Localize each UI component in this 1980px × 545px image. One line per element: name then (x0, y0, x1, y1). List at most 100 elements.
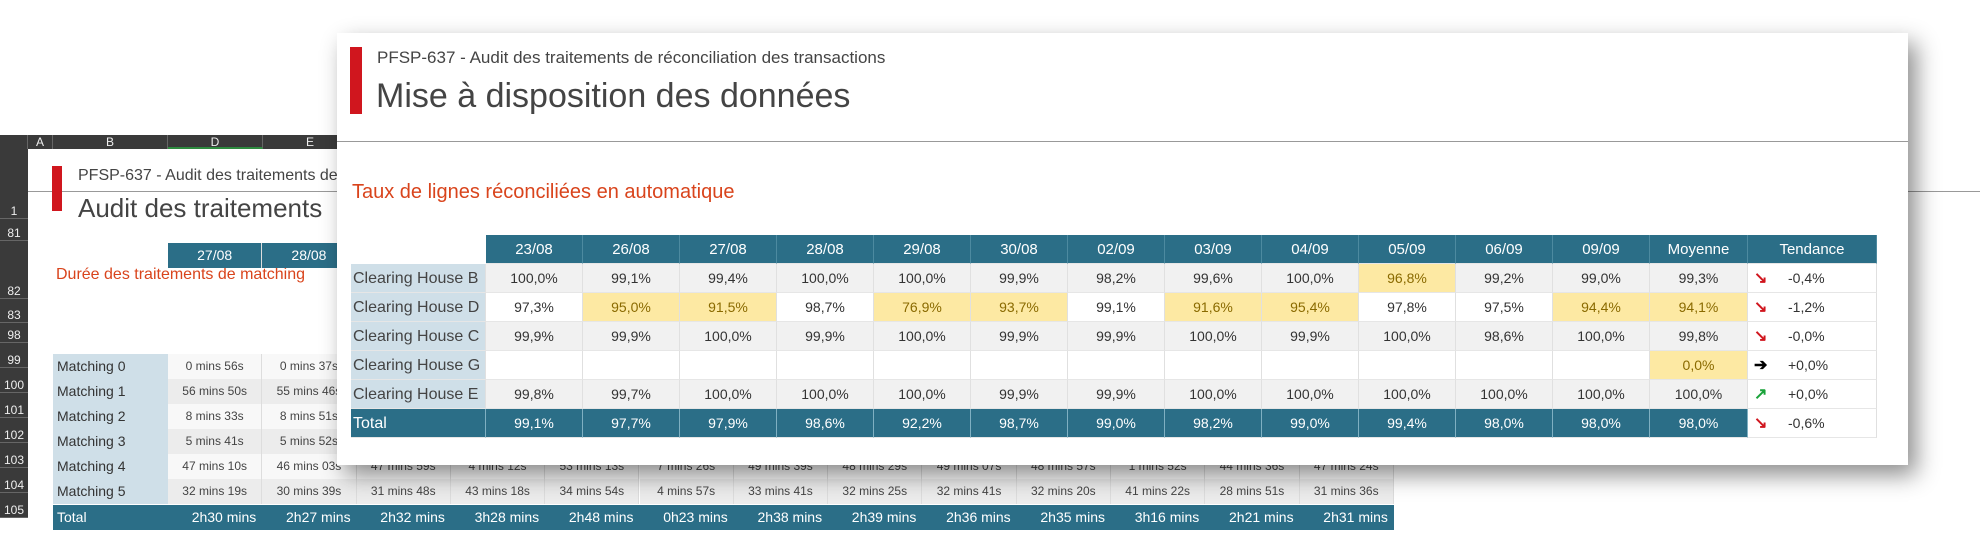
row-header[interactable]: 99 (0, 343, 28, 368)
rate-cell[interactable]: 100,0% (874, 264, 971, 293)
row-header[interactable]: 81 (0, 219, 28, 241)
rate-cell[interactable]: 94,1% (1650, 293, 1748, 322)
column-header[interactable]: Moyenne (1650, 235, 1748, 264)
rate-cell[interactable]: 93,7% (971, 293, 1068, 322)
rate-cell[interactable]: 99,8% (486, 380, 583, 409)
column-header[interactable]: Tendance (1748, 235, 1877, 264)
rate-cell[interactable]: 100,0% (1359, 380, 1456, 409)
total-cell[interactable]: 2h38 mins (733, 505, 829, 530)
rate-cell[interactable]: 100,0% (1165, 380, 1262, 409)
row-header[interactable]: 101 (0, 393, 28, 418)
rate-cell[interactable]: 100,0% (486, 264, 583, 293)
rate-cell[interactable]: 97,3% (486, 293, 583, 322)
row-header[interactable]: 82 (0, 241, 28, 299)
rate-cell[interactable] (1359, 351, 1456, 380)
total-rate-cell[interactable]: 98,2% (1165, 409, 1262, 438)
total-rate-cell[interactable]: 99,1% (486, 409, 583, 438)
rate-cell[interactable]: 99,1% (583, 264, 680, 293)
column-header[interactable]: 06/09 (1456, 235, 1553, 264)
rate-cell[interactable] (680, 351, 777, 380)
column-header[interactable]: 02/09 (1068, 235, 1165, 264)
rate-cell[interactable] (1068, 351, 1165, 380)
column-header-d[interactable]: D (168, 135, 263, 149)
rate-cell[interactable]: 99,4% (680, 264, 777, 293)
total-cell[interactable]: 2h48 mins (545, 505, 640, 530)
duration-cell[interactable]: 31 mins 48s (356, 479, 451, 504)
row-header[interactable]: 102 (0, 418, 28, 443)
column-header[interactable]: 29/08 (874, 235, 971, 264)
rate-cell[interactable]: 91,6% (1165, 293, 1262, 322)
total-rate-cell[interactable]: 98,0% (1553, 409, 1650, 438)
rate-cell[interactable]: 100,0% (1262, 380, 1359, 409)
total-rate-cell[interactable]: 92,2% (874, 409, 971, 438)
rate-cell[interactable]: 97,5% (1456, 293, 1553, 322)
duration-cell[interactable]: 30 mins 39s (262, 479, 357, 504)
rate-cell[interactable]: 99,9% (971, 264, 1068, 293)
row-header[interactable]: 103 (0, 443, 28, 468)
duration-cell[interactable]: 28 mins 51s (1205, 479, 1300, 504)
duration-cell[interactable]: 32 mins 41s (922, 479, 1017, 504)
duration-cell[interactable]: 33 mins 41s (733, 479, 829, 504)
rate-cell[interactable]: 100,0% (680, 322, 777, 351)
duration-cell[interactable]: 0 mins 56s (168, 354, 263, 379)
duration-cell[interactable]: 4 mins 57s (639, 479, 734, 504)
duration-cell[interactable]: 32 mins 19s (168, 479, 263, 504)
rate-cell[interactable]: 99,7% (583, 380, 680, 409)
rate-cell[interactable]: 99,3% (1650, 264, 1748, 293)
rate-cell[interactable]: 95,4% (1262, 293, 1359, 322)
rate-cell[interactable]: 100,0% (777, 380, 874, 409)
duration-cell[interactable]: 32 mins 20s (1016, 479, 1111, 504)
duration-cell[interactable]: 31 mins 36s (1299, 479, 1394, 504)
total-rate-cell[interactable]: 98,0% (1456, 409, 1553, 438)
total-rate-cell[interactable]: 97,7% (583, 409, 680, 438)
duration-cell[interactable]: 0 mins 37s (262, 354, 357, 379)
total-rate-cell[interactable]: 98,6% (777, 409, 874, 438)
row-header[interactable]: 83 (0, 299, 28, 323)
rate-cell[interactable]: 99,9% (1068, 322, 1165, 351)
rate-cell[interactable]: 99,9% (971, 380, 1068, 409)
row-header[interactable]: 100 (0, 368, 28, 393)
rate-cell[interactable]: 100,0% (1553, 322, 1650, 351)
rate-cell[interactable]: 100,0% (1359, 322, 1456, 351)
duration-cell[interactable]: 56 mins 50s (168, 379, 263, 404)
duration-cell[interactable]: 34 mins 54s (545, 479, 640, 504)
rate-cell[interactable]: 100,0% (1553, 380, 1650, 409)
total-cell[interactable]: 3h28 mins (450, 505, 546, 530)
column-header[interactable]: 03/09 (1165, 235, 1262, 264)
row-header[interactable]: 104 (0, 468, 28, 493)
rate-cell[interactable]: 99,1% (1068, 293, 1165, 322)
column-header[interactable]: 28/08 (777, 235, 874, 264)
rate-cell[interactable] (583, 351, 680, 380)
total-rate-cell[interactable]: 98,0% (1650, 409, 1748, 438)
column-header[interactable]: 05/09 (1359, 235, 1456, 264)
row-header[interactable]: 1 (0, 149, 28, 219)
rate-cell[interactable] (874, 351, 971, 380)
rate-cell[interactable]: 95,0% (583, 293, 680, 322)
rate-cell[interactable]: 97,8% (1359, 293, 1456, 322)
duration-cell[interactable]: 8 mins 33s (168, 404, 263, 429)
duration-cell[interactable]: 32 mins 25s (828, 479, 923, 504)
rate-cell[interactable] (1456, 351, 1553, 380)
rate-cell[interactable]: 100,0% (1165, 322, 1262, 351)
row-header[interactable]: 98 (0, 323, 28, 343)
rate-cell[interactable]: 100,0% (777, 264, 874, 293)
rate-cell[interactable]: 99,9% (1068, 380, 1165, 409)
rate-cell[interactable]: 76,9% (874, 293, 971, 322)
column-header-a[interactable]: A (28, 135, 53, 149)
rate-cell[interactable]: 98,2% (1068, 264, 1165, 293)
rate-cell[interactable]: 100,0% (1650, 380, 1748, 409)
rate-cell[interactable] (486, 351, 583, 380)
rate-cell[interactable]: 99,2% (1456, 264, 1553, 293)
rate-cell[interactable] (777, 351, 874, 380)
total-cell[interactable]: 2h32 mins (356, 505, 451, 530)
rate-cell[interactable]: 100,0% (1262, 264, 1359, 293)
total-cell[interactable]: 2h27 mins (262, 505, 357, 530)
rate-cell[interactable]: 99,9% (971, 322, 1068, 351)
rate-cell[interactable]: 100,0% (874, 380, 971, 409)
total-cell[interactable]: 2h35 mins (1016, 505, 1111, 530)
column-header[interactable]: 26/08 (583, 235, 680, 264)
duration-cell[interactable]: 47 mins 10s (168, 454, 263, 479)
rate-cell[interactable] (971, 351, 1068, 380)
total-cell[interactable]: 2h21 mins (1205, 505, 1300, 530)
rate-cell[interactable] (1553, 351, 1650, 380)
